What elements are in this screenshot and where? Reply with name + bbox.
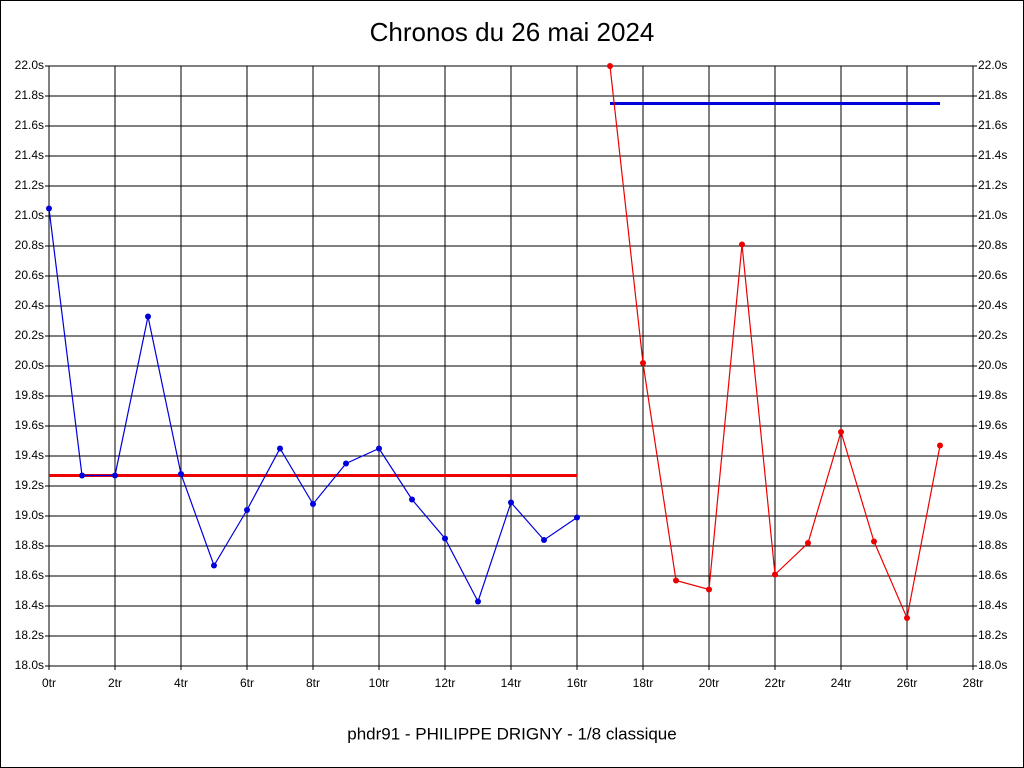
y2-tick-label: 19.4s <box>978 448 1007 462</box>
y2-tick-label: 18.8s <box>978 538 1007 552</box>
x-tick-label: 12tr <box>435 676 456 690</box>
x-tick-label: 20tr <box>699 676 720 690</box>
data-point <box>442 535 448 542</box>
y-tick-label: 20.6s <box>15 268 44 282</box>
y2-tick-label: 20.0s <box>978 358 1007 372</box>
x-tick-label: 14tr <box>501 676 522 690</box>
x-tick-label: 10tr <box>369 676 390 690</box>
y-tick-label: 19.8s <box>15 388 44 402</box>
y2-tick-label: 21.2s <box>978 178 1007 192</box>
data-point <box>574 514 580 521</box>
y-tick-label: 18.8s <box>15 538 44 552</box>
y-tick-label: 19.4s <box>15 448 44 462</box>
y-tick-label: 19.2s <box>15 478 44 492</box>
x-tick-label: 22tr <box>765 676 786 690</box>
y-tick-label: 20.0s <box>15 358 44 372</box>
data-point <box>937 442 943 449</box>
y-tick-label: 21.8s <box>15 88 44 102</box>
data-point <box>79 472 85 479</box>
y-tick-label: 20.8s <box>15 238 44 252</box>
x-tick-label: 8tr <box>306 676 320 690</box>
data-point <box>640 360 646 366</box>
y-tick-label: 20.2s <box>15 328 44 342</box>
y2-tick-label: 18.2s <box>978 628 1007 642</box>
y-tick-label: 22.0s <box>15 58 44 72</box>
x-tick-label: 0tr <box>42 676 56 690</box>
y-tick-label: 21.2s <box>15 178 44 192</box>
y2-tick-label: 22.0s <box>978 58 1007 72</box>
y2-tick-label: 19.8s <box>978 388 1007 402</box>
x-axis-label: phdr91 - PHILIPPE DRIGNY - 1/8 classique <box>347 724 676 743</box>
y-tick-label: 20.4s <box>15 298 44 312</box>
y2-tick-label: 21.0s <box>978 208 1007 222</box>
y2-tick-label: 19.0s <box>978 508 1007 522</box>
data-point <box>244 507 250 513</box>
data-point <box>178 471 184 477</box>
data-point <box>739 241 745 248</box>
data-point <box>607 63 613 69</box>
y-tick-label: 18.0s <box>15 658 44 672</box>
y2-tick-label: 20.8s <box>978 238 1007 252</box>
x-tick-label: 24tr <box>831 676 852 690</box>
y2-tick-label: 20.4s <box>978 298 1007 312</box>
data-point <box>508 499 514 506</box>
data-point <box>838 429 844 435</box>
y2-tick-label: 21.4s <box>978 148 1007 162</box>
data-point <box>706 586 712 593</box>
data-point <box>310 501 316 507</box>
y-tick-label: 19.0s <box>15 508 44 522</box>
y2-tick-label: 20.2s <box>978 328 1007 342</box>
y-tick-label: 21.0s <box>15 208 44 222</box>
data-point <box>673 577 679 584</box>
x-tick-label: 2tr <box>108 676 122 690</box>
y-tick-label: 21.6s <box>15 118 44 132</box>
data-point <box>805 540 811 546</box>
y-tick-label: 18.2s <box>15 628 44 642</box>
data-point <box>145 313 151 320</box>
data-point <box>772 571 778 578</box>
data-point <box>409 496 415 503</box>
y2-tick-label: 19.6s <box>978 418 1007 432</box>
data-point <box>376 445 382 452</box>
data-point <box>475 598 481 605</box>
data-point <box>112 472 118 479</box>
y2-tick-label: 18.4s <box>978 598 1007 612</box>
data-point <box>211 562 217 569</box>
x-tick-label: 16tr <box>567 676 588 690</box>
chart-title: Chronos du 26 mai 2024 <box>370 17 655 47</box>
x-tick-label: 4tr <box>174 676 188 690</box>
data-point <box>343 460 349 467</box>
y2-tick-label: 18.6s <box>978 568 1007 582</box>
y2-tick-label: 21.8s <box>978 88 1007 102</box>
y2-tick-label: 20.6s <box>978 268 1007 282</box>
y-tick-label: 18.6s <box>15 568 44 582</box>
data-point <box>871 538 877 545</box>
data-point <box>904 615 910 621</box>
x-tick-label: 26tr <box>897 676 918 690</box>
x-tick-label: 18tr <box>633 676 654 690</box>
x-tick-label: 6tr <box>240 676 254 690</box>
y-tick-label: 19.6s <box>15 418 44 432</box>
data-point <box>277 445 283 452</box>
data-point <box>46 205 52 212</box>
y2-tick-label: 21.6s <box>978 118 1007 132</box>
data-point <box>541 537 547 543</box>
y2-tick-label: 19.2s <box>978 478 1007 492</box>
y-tick-label: 21.4s <box>15 148 44 162</box>
y2-tick-label: 18.0s <box>978 658 1007 672</box>
y-tick-label: 18.4s <box>15 598 44 612</box>
x-tick-label: 28tr <box>963 676 984 690</box>
